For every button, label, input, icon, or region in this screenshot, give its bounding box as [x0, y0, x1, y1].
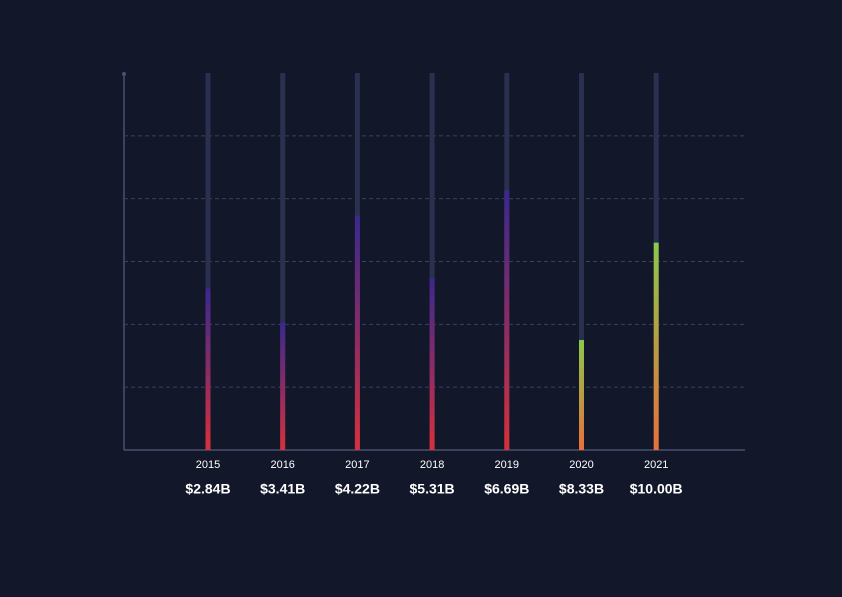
bar-track — [579, 73, 584, 450]
bar-track — [429, 73, 435, 450]
value-label: $10.00B — [630, 481, 683, 497]
x-tick-label: 2016 — [270, 459, 294, 471]
bar-track — [280, 73, 286, 450]
x-tick-label: 2017 — [345, 459, 369, 471]
value-label: $2.84B — [185, 481, 230, 497]
x-tick-label: 2021 — [644, 459, 668, 471]
bar — [653, 242, 659, 450]
value-label: $3.41B — [260, 481, 305, 497]
x-tick-label: 2020 — [569, 459, 593, 471]
value-label: $6.69B — [484, 481, 529, 497]
x-tick-label: 2015 — [196, 459, 220, 471]
bar-track — [205, 73, 211, 450]
x-tick-label: 2019 — [495, 459, 519, 471]
bar — [354, 215, 360, 450]
value-label: $4.22B — [335, 481, 380, 497]
axis-cap — [122, 72, 126, 76]
value-label: $5.31B — [410, 481, 455, 497]
x-tick-label: 2018 — [420, 459, 444, 471]
bar — [579, 340, 584, 450]
value-label: $8.33B — [559, 481, 604, 497]
bar — [429, 278, 435, 450]
bar — [280, 322, 286, 450]
bar — [504, 190, 510, 450]
bar — [205, 288, 211, 450]
